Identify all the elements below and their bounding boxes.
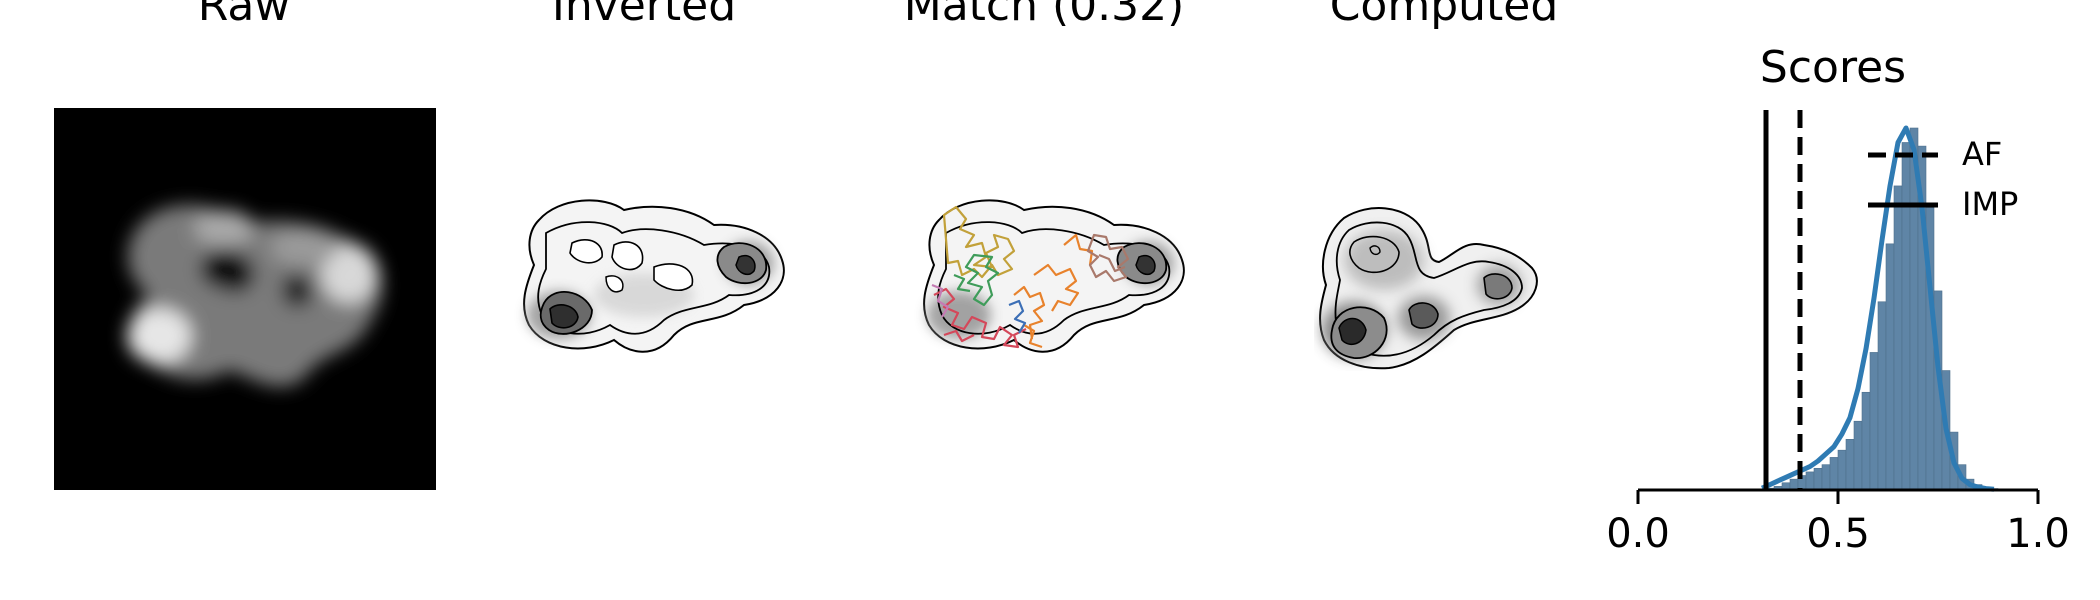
inverted-contour-image (523, 199, 785, 353)
panel-title-match: Match (0.32) (903, 0, 1185, 31)
chart-title: Scores (1760, 42, 1906, 93)
x-tick-label: 1.0 (2006, 511, 2070, 557)
histogram-bar (1893, 185, 1903, 491)
match-overlay-image (923, 199, 1185, 353)
histogram-bar (1829, 457, 1839, 491)
legend-label-imp: IMP (1962, 185, 2018, 223)
histogram-bar (1853, 420, 1863, 491)
histogram-bar (1885, 243, 1895, 491)
histogram-bar (1901, 142, 1911, 491)
histogram-bar (1845, 439, 1855, 491)
computed-contour-image (1319, 207, 1538, 370)
histogram-bar (1861, 391, 1871, 491)
panel-title-inverted: Inverted (551, 0, 737, 31)
histogram-bars (1757, 127, 1999, 491)
x-tick-label: 0.0 (1606, 511, 1670, 557)
panel-title-raw: Raw (197, 0, 291, 31)
histogram-bar (1805, 471, 1815, 491)
histogram-bar (1877, 301, 1887, 491)
histogram-bar (1813, 467, 1823, 491)
x-axis-ticks: 0.0 0.5 1.0 (1606, 490, 2070, 557)
legend-label-af: AF (1962, 135, 2002, 173)
histogram-bar (1837, 449, 1847, 491)
scores-chart: Scores 0.0 0.5 1.0 AF IMP (1606, 42, 2070, 557)
legend: AF IMP (1868, 135, 2018, 223)
raw-image (54, 108, 436, 490)
panel-title-computed: Computed (1329, 0, 1559, 31)
histogram-bar (1821, 464, 1831, 491)
histogram-bar (1869, 352, 1879, 491)
histogram-bar (1789, 478, 1799, 491)
x-tick-label: 0.5 (1806, 511, 1870, 557)
